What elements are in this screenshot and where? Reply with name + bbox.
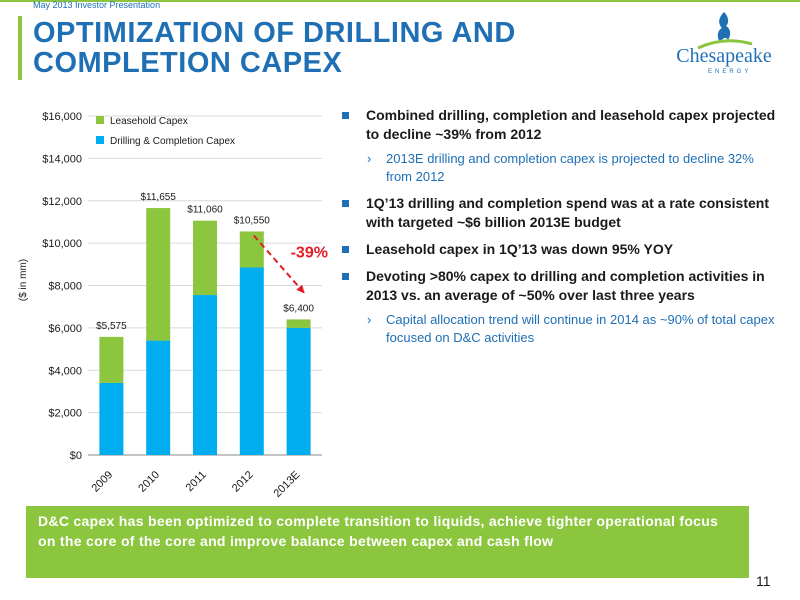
data-label: $11,060 [187,205,223,216]
summary-text: D&C capex has been optimized to complete… [38,513,719,549]
legend-swatch [96,136,104,144]
logo-subtext: ENERGY [708,69,752,75]
chevron-bullet-icon: › [367,151,372,166]
slide-title: OPTIMIZATION OF DRILLING AND COMPLETION … [33,17,516,79]
bar-segment [193,220,217,296]
square-bullet-icon [342,112,349,119]
bullet-list: Combined drilling, completion and leaseh… [340,106,780,355]
capex-chart: $0 $2,000 $4,000 $6,000 $8,000 $10,000 $12,000… [18,111,328,500]
bullet-item: Devoting >80% capex to drilling and comp… [340,267,780,305]
data-label: $11,655 [140,192,176,203]
y-tick-label: $6,000 [48,323,82,335]
bar-segment [239,231,264,268]
y-tick-label: $14,000 [42,153,82,165]
flame-icon [697,12,753,50]
y-tick-label: $0 [70,450,82,462]
x-tick-label: 2011 [184,469,209,494]
annotation-label: -39% [291,244,328,261]
top-accent-line [0,0,800,2]
x-tick-label: 2012 [230,469,256,495]
logo-wordmark: Chesapeake [676,45,772,67]
y-tick-label: $10,000 [42,238,82,250]
x-tick-label: 2013E [271,469,302,500]
bar-segment [239,267,264,455]
title-accent-bar [18,16,22,80]
sub-bullet-item: › Capital allocation trend will continue … [367,312,775,345]
bullet-item: Leasehold capex in 1Q’13 was down 95% YO… [340,240,780,259]
square-bullet-icon [342,273,349,280]
y-tick-label: $12,000 [42,196,82,208]
bar-segment [146,208,171,341]
bar-segment [193,295,217,455]
data-label: $5,575 [96,321,127,332]
data-label: $6,400 [283,303,314,314]
y-tick-label: $2,000 [48,408,82,420]
chart-labels: $0 $2,000 $4,000 $6,000 $8,000 $10,000 $12,000… [42,111,328,500]
legend-label: Drilling & Completion Capex [110,136,235,147]
bullet-item: 1Q’13 drilling and completion spend was … [340,194,780,232]
bar-segment [99,336,124,383]
bar-segment [146,340,171,455]
y-tick-label: $8,000 [48,281,82,293]
bar-segment [286,327,311,455]
page-number: 11 [756,573,771,589]
bar-segment [286,319,311,328]
presentation-label: May 2013 Investor Presentation [33,0,161,10]
data-label: $10,550 [234,215,271,226]
y-axis-label: ($ in mm) [18,259,29,301]
bullet-item: Combined drilling, completion and leaseh… [340,106,780,144]
annotation-arrow-line [253,234,306,295]
chart-bars [99,208,311,455]
sub-bullet-item: › 2013E drilling and completion capex is … [367,151,754,184]
annotation-arrow-head [296,284,305,294]
legend-label: Leasehold Capex [110,116,188,127]
chevron-bullet-icon: › [367,312,372,327]
company-logo: Chesapeake ENERGY [668,10,780,76]
y-tick-label: $4,000 [48,365,82,377]
square-bullet-icon [342,246,349,253]
summary-banner: D&C capex has been optimized to complete… [26,506,749,578]
x-tick-label: 2010 [136,469,162,495]
x-tick-label: 2009 [89,469,115,495]
legend-swatch [96,116,104,124]
bar-segment [99,382,124,455]
chart-gridlines [88,115,322,456]
y-tick-label: $16,000 [42,111,82,123]
square-bullet-icon [342,200,349,207]
chart-legend: Leasehold Capex Drilling & Completion Cap… [96,116,235,147]
